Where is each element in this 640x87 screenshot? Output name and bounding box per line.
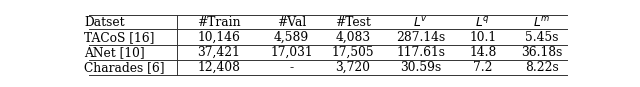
Text: 4,083: 4,083 <box>335 31 371 44</box>
Text: Datset: Datset <box>84 16 125 29</box>
Text: 117.61s: 117.61s <box>396 46 445 59</box>
Text: 5.45s: 5.45s <box>525 31 559 44</box>
Text: #Test: #Test <box>335 16 371 29</box>
Text: 10,146: 10,146 <box>198 31 240 44</box>
Text: 36.18s: 36.18s <box>521 46 563 59</box>
Text: 37,421: 37,421 <box>198 46 240 59</box>
Text: 30.59s: 30.59s <box>400 61 442 74</box>
Text: 10.1: 10.1 <box>469 31 496 44</box>
Text: 17,505: 17,505 <box>332 46 374 59</box>
Text: ANet [10]: ANet [10] <box>84 46 145 59</box>
Text: $L^q$: $L^q$ <box>476 16 490 30</box>
Text: Charades [6]: Charades [6] <box>84 61 164 74</box>
Text: 8.22s: 8.22s <box>525 61 559 74</box>
Text: 4,589: 4,589 <box>274 31 309 44</box>
Text: $L^m$: $L^m$ <box>533 16 550 30</box>
Text: #Train: #Train <box>197 16 241 29</box>
Text: 287.14s: 287.14s <box>396 31 445 44</box>
Text: 3,720: 3,720 <box>335 61 371 74</box>
Text: -: - <box>289 61 294 74</box>
Text: 12,408: 12,408 <box>197 61 241 74</box>
Text: $L^v$: $L^v$ <box>413 16 428 30</box>
Text: #Val: #Val <box>277 16 306 29</box>
Text: 14.8: 14.8 <box>469 46 497 59</box>
Text: 7.2: 7.2 <box>473 61 493 74</box>
Text: 17,031: 17,031 <box>270 46 313 59</box>
Text: TACoS [16]: TACoS [16] <box>84 31 154 44</box>
